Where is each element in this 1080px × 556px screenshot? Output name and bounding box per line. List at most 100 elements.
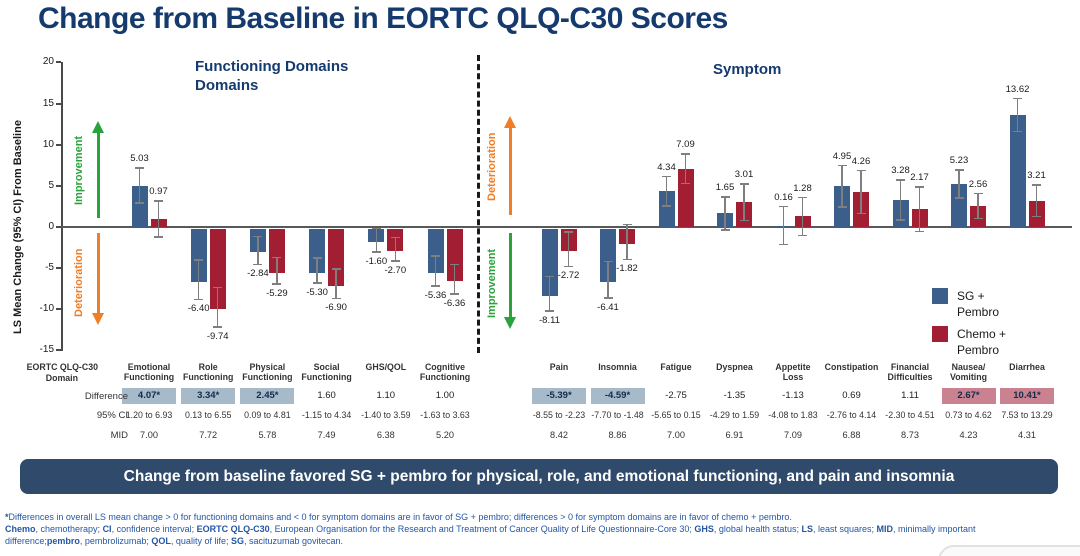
error-bar — [801, 196, 804, 237]
table-row-label-difference: Difference — [84, 391, 128, 402]
bar-value-label: -5.30 — [306, 286, 328, 298]
error-bar-cap — [312, 282, 322, 284]
legend-label-chemo-pembro: Chemo + Pembro — [957, 327, 1007, 357]
y-axis-tick — [56, 349, 61, 352]
error-bar-cap — [194, 298, 204, 301]
table-ci-cell: 1.20 to 6.93 — [125, 410, 173, 420]
footnote-line: Chemo, chemotherapy; CI, confidence inte… — [5, 524, 976, 535]
y-axis-tick-label: 15 — [42, 97, 54, 109]
y-axis-tick-label: 10 — [42, 138, 54, 150]
error-bar-cap — [739, 219, 749, 222]
bar-value-label: 4.34 — [657, 161, 676, 173]
error-bar — [977, 192, 979, 220]
error-bar-cap — [1032, 215, 1041, 218]
zero-baseline — [61, 226, 1072, 228]
bar-value-label: -1.82 — [616, 263, 638, 275]
error-bar — [157, 200, 160, 238]
y-axis-tick-label: -15 — [39, 344, 54, 356]
table-difference-cell: -2.75 — [665, 390, 687, 401]
bar-value-label: 13.62 — [1005, 83, 1030, 95]
legend-swatch-sg-pembro — [932, 288, 948, 304]
error-bar-cap — [1013, 97, 1022, 100]
legend-swatch-chemo-pembro — [932, 326, 948, 342]
y-axis-tick-label: -10 — [39, 303, 54, 315]
error-bar-cap — [253, 235, 263, 238]
y-axis-tick-label: 20 — [42, 56, 54, 68]
improvement-label-right: Improvement — [486, 248, 498, 318]
bar-sg-pembro-insomnia — [600, 229, 616, 282]
y-axis-tick — [56, 102, 61, 105]
table-ci-cell: -1.40 to 3.59 — [361, 410, 411, 420]
bar-sg-pembro-fatigue — [658, 191, 675, 227]
bar-sg-pembro-cognitive-functioning — [427, 229, 444, 274]
corner-decoration — [938, 545, 1080, 556]
error-bar-cap — [779, 243, 788, 246]
legend-label-sg-pembro: SG + Pembro — [957, 289, 1000, 319]
table-row-label-mid: MID — [110, 430, 128, 441]
table-ci-cell: -2.30 to 4.51 — [885, 410, 935, 420]
error-bar-cap — [194, 259, 204, 261]
deterioration-arrow-shaft-right — [508, 127, 512, 215]
table-mid-cell: 7.00 — [140, 430, 158, 440]
functioning-header-line2: Domains — [195, 77, 259, 94]
error-bar — [1035, 184, 1038, 218]
table-row-label-ci: 95% CI — [96, 410, 128, 421]
table-column-header-nausea-vomiting: Nausea/ Vomiting — [950, 362, 987, 383]
table-column-header-financial-difficulties: Financial Difficulties — [887, 362, 933, 383]
table-ci-cell: 0.73 to 4.62 — [945, 410, 992, 420]
y-axis-tick-label: -5 — [45, 262, 54, 274]
error-bar-cap — [545, 275, 554, 278]
error-bar-cap — [603, 260, 613, 263]
legend-item-sg-pembro: SG + Pembro — [932, 288, 1021, 320]
table-ci-cell: -4.08 to 1.83 — [768, 410, 818, 420]
error-bar-cap — [564, 231, 573, 233]
y-axis-tick — [56, 143, 61, 146]
table-ci-cell: -8.55 to -2.23 — [532, 410, 586, 420]
error-bar-cap — [779, 205, 788, 208]
legend-item-chemo-pembro: Chemo + Pembro — [932, 326, 1021, 358]
table-difference-cell: 0.69 — [842, 390, 861, 401]
table-column-header-fatigue: Fatigue — [660, 362, 692, 372]
error-bar-cap — [739, 183, 749, 185]
error-bar — [607, 260, 609, 299]
error-bar-cap — [896, 219, 905, 221]
error-bar — [335, 268, 337, 300]
error-bar-cap — [390, 236, 400, 239]
error-bar — [375, 227, 378, 253]
table-difference-cell: 1.60 — [317, 390, 336, 401]
table-difference-cell: 2.67* — [941, 388, 996, 404]
error-bar — [394, 236, 397, 262]
deterioration-arrow-shaft — [96, 233, 100, 314]
table-ci-cell: -4.29 to 1.59 — [709, 410, 760, 420]
error-bar-cap — [331, 297, 341, 300]
error-bar-cap — [662, 175, 671, 178]
table-difference-cell: 3.34* — [181, 388, 236, 404]
table-mid-cell: 6.91 — [725, 430, 744, 440]
bar-value-label: -6.40 — [187, 303, 210, 315]
table-column-header-pain: Pain — [549, 362, 569, 372]
improvement-arrow-shaft-right — [508, 233, 512, 318]
error-bar-cap — [681, 182, 690, 185]
error-bar — [684, 153, 687, 185]
table-difference-cell: -1.13 — [782, 390, 804, 401]
bar-value-label: 3.28 — [891, 165, 910, 177]
y-axis-label: LS Mean Change (95% CI) From Baseline — [12, 120, 24, 335]
error-bar-cap — [954, 197, 964, 199]
table-difference-cell: 4.07* — [122, 388, 176, 404]
error-bar-cap — [371, 251, 381, 253]
error-bar-cap — [603, 297, 613, 299]
error-bar — [276, 256, 278, 285]
error-bar — [138, 167, 141, 204]
error-bar-cap — [798, 234, 807, 237]
bar-value-label: -5.29 — [266, 287, 288, 299]
table-ci-cell: -2.76 to 4.14 — [826, 410, 877, 420]
improvement-arrow-up-icon — [92, 121, 104, 133]
error-bar — [665, 175, 668, 207]
bar-value-label: -6.90 — [325, 302, 347, 314]
summary-banner: Change from baseline favored SG + pembro… — [20, 459, 1058, 494]
error-bar-cap — [213, 326, 223, 328]
y-axis-tick-label: 5 — [48, 179, 54, 191]
error-bar-cap — [954, 169, 964, 171]
bar-value-label: -2.72 — [557, 270, 580, 282]
table-mid-cell: 8.42 — [550, 430, 568, 440]
